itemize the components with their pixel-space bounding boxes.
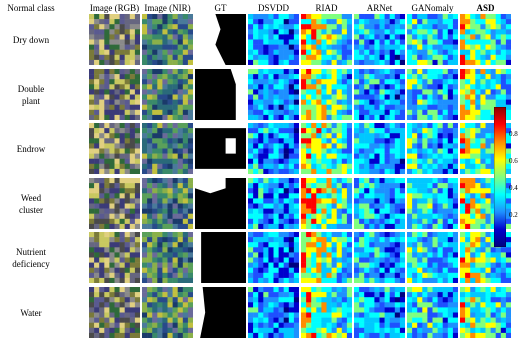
- row-label: Dry down: [0, 14, 62, 65]
- ganomaly-heatmap: [407, 123, 458, 174]
- row-label-line: deficiency: [12, 258, 50, 269]
- column-header: DSVDD: [257, 3, 289, 13]
- colorbar-tick-label: 0.2: [509, 211, 518, 219]
- column-header: GANomaly: [411, 3, 454, 13]
- row-label: Water: [0, 287, 62, 338]
- row-label-line: plant: [22, 95, 40, 106]
- row-label-line: Nutrient: [15, 246, 46, 257]
- arnet-heatmap: [354, 123, 405, 174]
- column-header: Normal class: [7, 3, 55, 13]
- row-label-line: Water: [20, 307, 42, 318]
- column-header: RIAD: [315, 3, 338, 13]
- nir-image: [142, 232, 193, 283]
- ganomaly-heatmap: [407, 69, 458, 120]
- row-label: Nutrient deficiency: [0, 232, 62, 283]
- arnet-heatmap: [354, 14, 405, 65]
- colorbar-tick-label: 0.4: [509, 184, 518, 192]
- rgb-image: [89, 69, 140, 120]
- ganomaly-heatmap: [407, 287, 458, 338]
- row-label: Weed cluster: [0, 178, 62, 229]
- nir-image: [142, 123, 193, 174]
- rgb-image: [89, 232, 140, 283]
- riad-heatmap: [301, 123, 352, 174]
- column-header: Image (RGB): [89, 3, 140, 13]
- ground-truth-mask: [195, 232, 246, 283]
- ganomaly-heatmap: [407, 14, 458, 65]
- arnet-heatmap: [354, 178, 405, 229]
- riad-heatmap: [301, 69, 352, 120]
- column-header: ARNet: [366, 3, 393, 13]
- colorbar: [494, 107, 506, 247]
- ground-truth-mask: [195, 69, 246, 120]
- asd-heatmap: [460, 287, 511, 338]
- dsvdd-heatmap: [248, 69, 299, 120]
- column-header: GT: [214, 3, 227, 13]
- rgb-image: [89, 287, 140, 338]
- arnet-heatmap: [354, 69, 405, 120]
- rgb-image: [89, 178, 140, 229]
- asd-heatmap: [460, 14, 511, 65]
- row-label-line: Endrow: [16, 143, 46, 154]
- ganomaly-heatmap: [407, 178, 458, 229]
- ganomaly-heatmap: [407, 232, 458, 283]
- nir-image: [142, 69, 193, 120]
- colorbar-tick-label: 0.6: [509, 157, 518, 165]
- nir-image: [142, 287, 193, 338]
- nir-image: [142, 178, 193, 229]
- riad-heatmap: [301, 287, 352, 338]
- dsvdd-heatmap: [248, 232, 299, 283]
- row-label-line: Dry down: [12, 34, 50, 45]
- ground-truth-mask: [195, 14, 246, 65]
- column-header: ASD: [476, 3, 495, 13]
- rgb-image: [89, 14, 140, 65]
- riad-heatmap: [301, 178, 352, 229]
- dsvdd-heatmap: [248, 123, 299, 174]
- row-label-line: cluster: [19, 204, 43, 215]
- row-label-line: Weed: [20, 192, 42, 203]
- ground-truth-mask: [195, 123, 246, 174]
- dsvdd-heatmap: [248, 14, 299, 65]
- colorbar-gradient: [494, 107, 506, 247]
- colorbar-tick-label: 0.8: [509, 130, 518, 138]
- dsvdd-heatmap: [248, 178, 299, 229]
- riad-heatmap: [301, 14, 352, 65]
- nir-image: [142, 14, 193, 65]
- row-label: Endrow: [0, 123, 62, 174]
- ground-truth-mask: [195, 178, 246, 229]
- row-label-line: Double: [17, 83, 45, 94]
- arnet-heatmap: [354, 232, 405, 283]
- riad-heatmap: [301, 232, 352, 283]
- rgb-image: [89, 123, 140, 174]
- row-label: Double plant: [0, 69, 62, 120]
- arnet-heatmap: [354, 287, 405, 338]
- ground-truth-mask: [195, 287, 246, 338]
- column-header: Image (NIR): [144, 3, 191, 13]
- dsvdd-heatmap: [248, 287, 299, 338]
